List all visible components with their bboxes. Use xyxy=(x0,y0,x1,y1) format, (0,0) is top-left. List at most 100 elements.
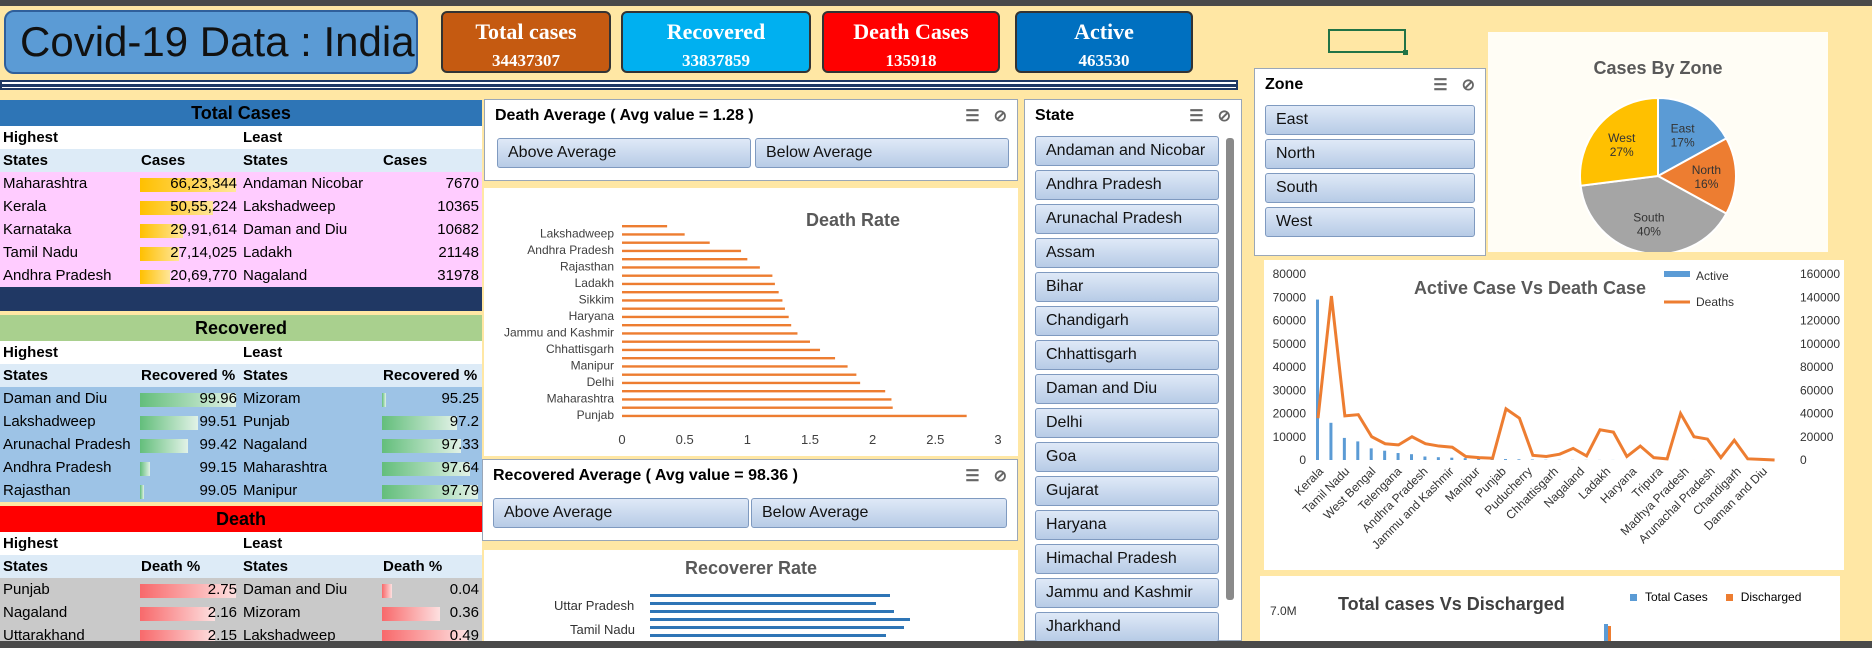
table-row: Andhra Pradesh 20,69,770 Nagaland 31978 xyxy=(0,264,482,287)
death-rate-chart: Death Rate Punjab Maharashtra Delhi Manipur C… xyxy=(484,188,1018,456)
axis-label: Ladakh xyxy=(575,276,614,290)
percent-value: 95.25 xyxy=(380,390,482,407)
cases-value: 31978 xyxy=(437,267,479,284)
slicer-item-state[interactable]: Jharkhand xyxy=(1035,612,1219,642)
slicer-item-zone[interactable]: East xyxy=(1265,105,1475,135)
slicer-item-state[interactable]: Delhi xyxy=(1035,408,1219,438)
table-row: Kerala 50,55,224 Lakshadweep 10365 xyxy=(0,195,482,218)
clear-filter-icon[interactable]: ⊘ xyxy=(993,468,1007,485)
slicer-item-state[interactable]: Arunachal Pradesh xyxy=(1035,204,1219,234)
tick-label: 160000 xyxy=(1800,267,1840,281)
slicer-item-zone[interactable]: North xyxy=(1265,139,1475,169)
state-slicer-scrollbar[interactable] xyxy=(1226,138,1234,600)
kpi-label: Total cases xyxy=(475,19,577,44)
slicer-item-state[interactable]: Chandigarh xyxy=(1035,306,1219,336)
bar xyxy=(622,299,783,302)
clear-filter-icon[interactable]: ⊘ xyxy=(1461,77,1475,94)
col-header: States xyxy=(3,367,49,384)
percent-value: 0.04 xyxy=(380,581,482,598)
bar xyxy=(622,348,821,352)
bar xyxy=(1604,624,1608,642)
slice-value: 40% xyxy=(1637,225,1661,239)
table-row: Tamil Nadu 27,14,025 Ladakh 21148 xyxy=(0,241,482,264)
data-bar xyxy=(140,630,215,644)
slice-label: West xyxy=(1608,131,1636,145)
bar xyxy=(1316,299,1319,460)
tick-label: 40000 xyxy=(1273,360,1307,374)
col-header: States xyxy=(243,558,289,575)
state-name: Karnataka xyxy=(3,221,72,238)
data-bar xyxy=(382,439,461,453)
bar xyxy=(1329,422,1333,460)
slicer-item-state[interactable]: Jammu and Kashmir xyxy=(1035,578,1219,608)
axis-label: Jammu and Kashmir xyxy=(504,325,614,339)
state-name: Daman and Diu xyxy=(243,581,348,598)
highest-label: Highest xyxy=(3,535,59,552)
total-vs-discharged-chart: Total cases Vs Discharged 7.0M Total Cas… xyxy=(1260,576,1840,642)
slicer-item-state[interactable]: Gujarat xyxy=(1035,476,1219,506)
bar xyxy=(1463,458,1467,460)
slicer-item-state[interactable]: Andhra Pradesh xyxy=(1035,170,1219,200)
clear-filter-icon[interactable]: ⊘ xyxy=(993,108,1007,125)
state-name: Punjab xyxy=(243,413,290,430)
slice-value: 17% xyxy=(1671,135,1695,149)
tick-label: 3 xyxy=(994,432,1001,447)
slicer-item-state[interactable]: Assam xyxy=(1035,238,1219,268)
col-header: States xyxy=(243,367,289,384)
percent-text: 2.75 xyxy=(207,581,237,598)
slicer-item-state[interactable]: Chhattisgarh xyxy=(1035,340,1219,370)
state-name: Tamil Nadu xyxy=(3,244,79,261)
multiselect-icon[interactable]: ☰ xyxy=(1189,108,1204,125)
data-bar xyxy=(140,607,215,621)
cases-value: 21148 xyxy=(438,244,479,261)
percent-text: 0.49 xyxy=(449,627,479,644)
slicer-button-above-average[interactable]: Above Average xyxy=(493,498,749,528)
death-average-slicer: Death Average ( Avg value = 1.28 ) ☰ ⊘ Ab… xyxy=(484,99,1018,181)
slicer-item-zone[interactable]: West xyxy=(1265,207,1475,237)
axis-label: Manipur xyxy=(571,358,614,372)
kpi-label: Active xyxy=(1074,19,1134,44)
multiselect-icon[interactable]: ☰ xyxy=(965,108,980,125)
data-bar xyxy=(140,201,213,215)
cases-by-zone-chart: Cases By Zone East 17% North 16% South 40% West… xyxy=(1488,32,1828,255)
slicer-item-state[interactable]: Goa xyxy=(1035,442,1219,472)
axis-tick: 7.0M xyxy=(1270,604,1297,618)
bar xyxy=(650,618,910,621)
legend-swatch xyxy=(1630,593,1637,601)
selected-cell[interactable] xyxy=(1328,29,1408,55)
slicer-item-zone[interactable]: South xyxy=(1265,173,1475,203)
data-bar xyxy=(382,584,392,598)
bar xyxy=(1410,454,1413,460)
slicer-item-state[interactable]: Himachal Pradesh xyxy=(1035,544,1219,574)
tick-label: 60000 xyxy=(1800,383,1834,397)
slicer-item-state[interactable]: Andaman and Nicobar xyxy=(1035,136,1219,166)
state-name: Nagaland xyxy=(243,436,308,453)
bar xyxy=(622,324,792,327)
slicer-item-state[interactable]: Bihar xyxy=(1035,272,1219,302)
tick-label: 2.5 xyxy=(926,432,944,447)
state-name: Lakshadweep xyxy=(243,627,336,644)
kpi-label: Recovered xyxy=(666,19,766,44)
bar xyxy=(622,307,785,310)
percent-text: 99.15 xyxy=(199,459,237,476)
clear-filter-icon[interactable]: ⊘ xyxy=(1217,108,1231,125)
bar xyxy=(1436,457,1440,460)
slicer-item-state[interactable]: Haryana xyxy=(1035,510,1219,540)
table-row: Punjab 2.75 Daman and Diu 0.04 xyxy=(0,578,482,601)
axis-label: Maharashtra xyxy=(547,391,615,405)
tick-label: 10000 xyxy=(1273,430,1307,444)
state-name: Andhra Pradesh xyxy=(3,459,112,476)
multiselect-icon[interactable]: ☰ xyxy=(965,468,980,485)
col-header: Recovered % xyxy=(141,367,236,384)
slicer-item-state[interactable]: Daman and Diu xyxy=(1035,374,1219,404)
slicer-button-below-average[interactable]: Below Average xyxy=(751,498,1007,528)
slicer-button-below-average[interactable]: Below Average xyxy=(755,138,1009,168)
bar xyxy=(622,406,893,409)
data-bar xyxy=(382,462,471,476)
percent-value: 2.15 xyxy=(138,627,240,644)
data-bar xyxy=(140,247,180,261)
multiselect-icon[interactable]: ☰ xyxy=(1433,77,1448,94)
zone-slicer: Zone ☰ ⊘ East North South West xyxy=(1254,68,1486,256)
active-vs-death-chart: Active Case Vs Death Case 0 10000 20000 3000… xyxy=(1264,260,1844,570)
slicer-button-above-average[interactable]: Above Average xyxy=(497,138,751,168)
